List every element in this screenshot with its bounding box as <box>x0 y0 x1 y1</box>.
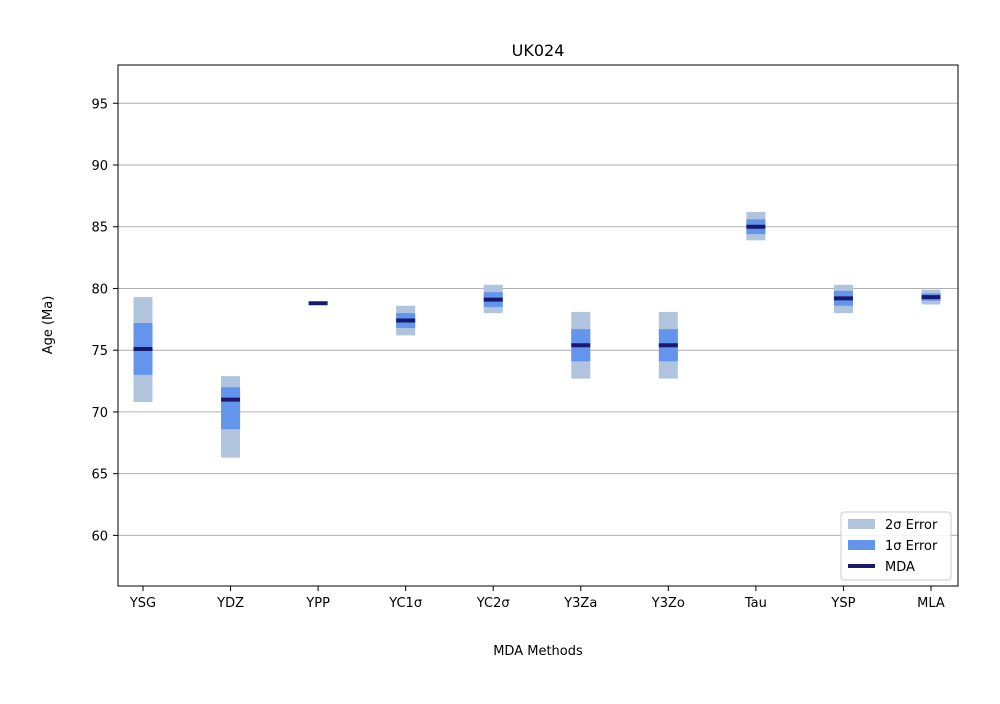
y-tick-label: 75 <box>91 344 108 359</box>
legend: 2σ Error 1σ Error MDA <box>840 511 952 581</box>
legend-swatch <box>848 519 875 529</box>
x-tick-label: YDZ <box>216 596 244 611</box>
x-axis-label: MDA Methods <box>493 644 583 659</box>
x-tick-label: Y3Zo <box>651 596 685 611</box>
chart-title: UK024 <box>512 41 565 60</box>
y-tick-label: 65 <box>91 468 108 483</box>
y-tick-label: 95 <box>91 97 108 112</box>
y-tick-label: 80 <box>91 282 108 297</box>
x-tick-label: YC1σ <box>388 596 422 611</box>
grid-lines <box>118 102 958 536</box>
y-tick-label: 85 <box>91 221 108 236</box>
axes: 60 65 70 75 80 85 90 95 YSG YDZ YPP YC1σ YC2σ Y3Za Y3Z… <box>91 64 959 611</box>
x-tick-label: YSG <box>129 596 156 611</box>
x-tick-label: YSP <box>830 596 855 611</box>
bar-1sigma <box>221 387 241 430</box>
x-tick-label: Y3Za <box>563 596 597 611</box>
y-tick-label: 60 <box>91 529 108 544</box>
y-axis-label: Age (Ma) <box>41 296 56 355</box>
legend-label: 1σ Error <box>885 539 938 554</box>
x-tick-label: YPP <box>305 596 330 611</box>
x-tick-label: Tau <box>744 596 767 611</box>
plot-frame <box>117 64 959 587</box>
legend-label: 2σ Error <box>885 518 938 533</box>
y-tick-label: 90 <box>91 159 108 174</box>
legend-label: MDA <box>885 560 915 575</box>
x-tick-label: MLA <box>917 596 945 611</box>
x-tick-label: YC2σ <box>476 596 510 611</box>
legend-swatch <box>848 540 875 550</box>
error-bars <box>133 211 941 458</box>
y-tick-label: 70 <box>91 406 108 421</box>
